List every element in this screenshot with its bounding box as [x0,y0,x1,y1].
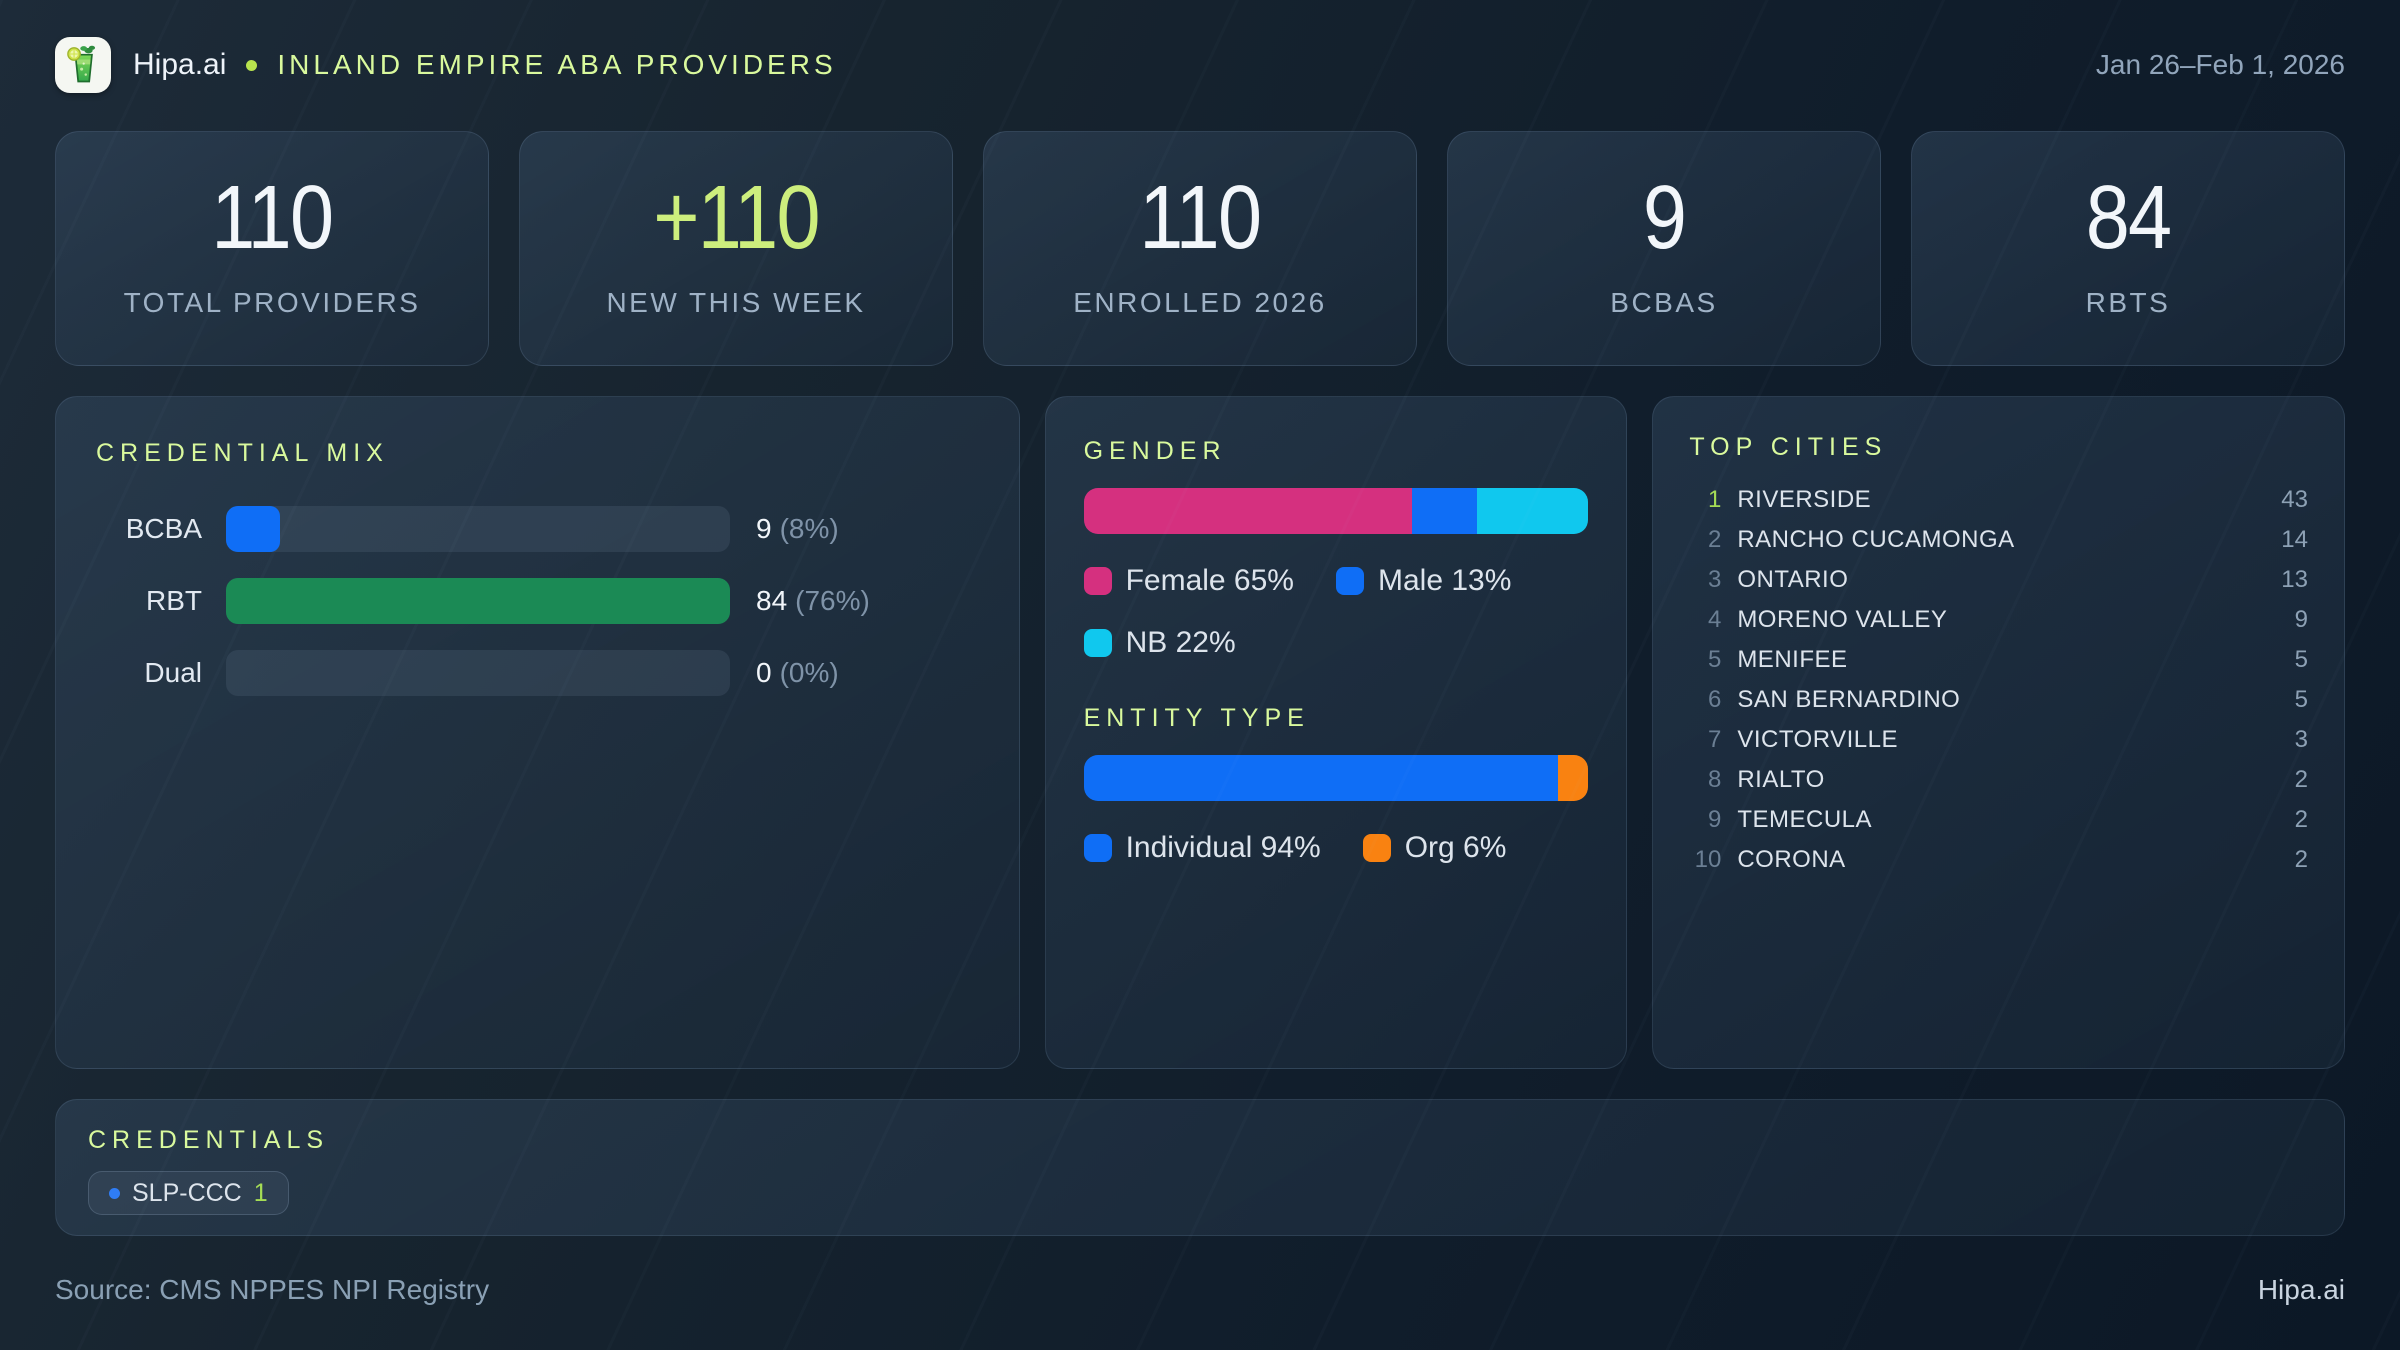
city-row: 9 TEMECULA 2 [1707,806,2308,833]
stat-label: BCBAS [1610,286,1718,318]
top-cities-list: 1 RIVERSIDE 43 2 RANCHO CUCAMONGA 14 3 O… [1689,480,2308,880]
bar-label: RBT [146,585,202,616]
stat-card-rbts: 84 RBTS [1911,131,2345,366]
legend-item-individual: Individual 94% [1083,831,1321,865]
city-row: 6 SAN BERNARDINO 5 [1707,686,2308,713]
badge-dot-icon [109,1187,120,1199]
date-range: Jan 26–Feb 1, 2026 [2095,49,2345,80]
stat-value: 110 [211,167,334,268]
credential-mix-panel: CREDENTIAL MIX BCBA 9 (8%) RBT 84 (76%) [55,396,1020,1069]
legend-item-nb: NB 22% [1083,626,1236,660]
stat-card-enrolled-2026: 110 ENROLLED 2026 [983,131,1417,366]
gender-entity-panel: GENDER Female 65% Male 13% NB 22% ENTITY… [1044,396,1628,1069]
credential-bar-row-bcba: BCBA 9 (8%) [96,506,979,552]
mojito-glass-icon [67,45,96,83]
city-row: 8 RIALTO 2 [1707,766,2308,793]
stat-label: ENROLLED 2026 [1073,286,1327,318]
credential-bar-row-dual: Dual 0 (0%) [96,650,979,696]
segment-org [1558,755,1589,801]
city-row: 10 CORONA 2 [1694,846,2308,873]
gender-stacked-bar [1083,488,1589,534]
legend-item-org: Org 6% [1362,831,1506,865]
charts-row: CREDENTIAL MIX BCBA 9 (8%) RBT 84 (76%) [55,396,2345,1069]
bar-label: BCBA [125,513,202,544]
male-swatch-icon [1335,567,1364,595]
credentials-title: CREDENTIALS [88,1126,330,1154]
nb-swatch-icon [1083,629,1112,657]
report-title: INLAND EMPIRE ABA PROVIDERS [277,49,837,80]
credential-mix-bars: BCBA 9 (8%) RBT 84 (76%) Dual [96,506,979,696]
city-row: 4 MORENO VALLEY 9 [1707,606,2308,633]
stat-label: TOTAL PROVIDERS [123,286,421,318]
city-row: 2 RANCHO CUCAMONGA 14 [1707,526,2308,553]
bar-value: 9 (8%) [756,513,839,544]
entity-type-legend: Individual 94% Org 6% [1083,831,1589,865]
entity-type-stacked-bar [1083,755,1589,801]
stat-value: +110 [653,167,820,268]
city-row: 3 ONTARIO 13 [1707,566,2308,593]
bar-value: 0 (0%) [756,657,839,688]
stat-card-bcbas: 9 BCBAS [1447,131,1881,366]
city-row: 7 VICTORVILLE 3 [1707,726,2308,753]
segment-female [1083,488,1412,534]
credential-bar-row-rbt: RBT 84 (76%) [96,578,979,624]
individual-swatch-icon [1083,834,1112,862]
brand-name: Hipa.ai [133,48,227,81]
city-row: 1 RIVERSIDE 43 [1707,486,2308,513]
stat-value: 84 [2085,167,2172,268]
data-source-note: Source: CMS NPPES NPI Registry [55,1274,490,1305]
stat-value: 9 [1642,167,1687,268]
bar-value: 84 (76%) [756,585,870,616]
stat-value: 110 [1139,167,1262,268]
bar-track [226,506,730,552]
stat-label: RBTS [2085,286,2171,318]
credentials-panel: CREDENTIALS SLP-CCC 1 [55,1099,2345,1236]
segment-male [1411,488,1478,534]
stat-label: NEW THIS WEEK [606,286,866,318]
gender-legend: Female 65% Male 13% NB 22% [1083,564,1589,660]
top-cities-panel: TOP CITIES 1 RIVERSIDE 43 2 RANCHO CUCAM… [1652,396,2345,1069]
segment-individual [1083,755,1559,801]
stat-card-new-this-week: +110 NEW THIS WEEK [519,131,953,366]
segment-nb [1477,488,1589,534]
bar-fill [226,506,280,552]
credential-badge-slp-ccc: SLP-CCC 1 [88,1171,289,1215]
bar-track [226,650,730,696]
header: Hipa.ai INLAND EMPIRE ABA PROVIDERS Jan … [55,36,2345,94]
org-swatch-icon [1362,834,1391,862]
credential-mix-title: CREDENTIAL MIX [96,439,389,467]
legend-item-female: Female 65% [1083,564,1294,598]
bar-track [226,578,730,624]
footer: Source: CMS NPPES NPI Registry Hipa.ai [55,1274,2345,1306]
footer-brand: Hipa.ai [2257,1274,2345,1305]
top-cities-title: TOP CITIES [1689,433,1888,461]
stat-card-total-providers: 110 TOTAL PROVIDERS [55,131,489,366]
bar-label: Dual [144,657,202,688]
bar-fill [226,578,730,624]
gender-title: GENDER [1083,437,1227,465]
stat-cards-row: 110 TOTAL PROVIDERS +110 NEW THIS WEEK 1… [55,131,2345,366]
city-row: 5 MENIFEE 5 [1707,646,2308,673]
female-swatch-icon [1083,567,1112,595]
legend-item-male: Male 13% [1335,564,1511,598]
credential-badges: SLP-CCC 1 [88,1171,2312,1215]
hipa-logo [55,37,111,93]
separator-dot-icon [246,59,258,71]
entity-type-title: ENTITY TYPE [1083,704,1310,732]
